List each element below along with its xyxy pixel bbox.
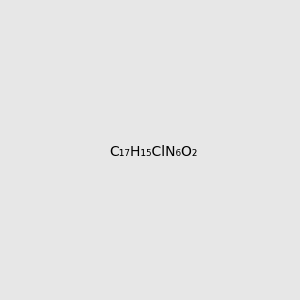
Text: C₁₇H₁₅ClN₆O₂: C₁₇H₁₅ClN₆O₂: [110, 145, 198, 158]
